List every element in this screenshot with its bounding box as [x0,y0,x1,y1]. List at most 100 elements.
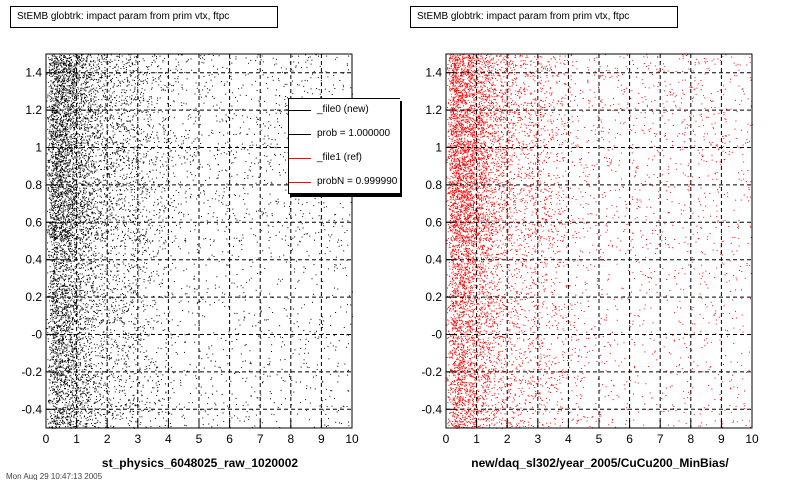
scatter-point [86,70,88,72]
scatter-point [58,185,60,187]
scatter-point [123,64,125,66]
scatter-point [52,69,54,71]
scatter-point [74,199,75,201]
scatter-point [178,183,179,185]
scatter-point [62,151,64,153]
scatter-point [267,224,269,226]
scatter-point [49,360,51,361]
scatter-point [59,365,61,367]
scatter-point [53,226,55,228]
scatter-point [247,193,249,195]
scatter-point [143,138,144,140]
scatter-point [274,336,275,338]
scatter-point [88,351,89,353]
scatter-point [110,373,112,375]
scatter-point [88,251,90,253]
scatter-point [77,401,79,403]
scatter-point [200,143,202,144]
scatter-point [52,188,54,190]
scatter-point [101,123,103,125]
scatter-point [61,341,63,343]
scatter-point [75,67,77,69]
scatter-point [163,119,165,121]
scatter-point [62,308,64,310]
scatter-point [99,295,101,297]
scatter-point [62,173,64,175]
scatter-point [54,289,56,291]
scatter-point [97,265,99,267]
scatter-point [122,347,124,349]
scatter-point [129,121,131,123]
scatter-point [85,90,87,92]
scatter-point [129,96,131,98]
scatter-point [70,361,72,363]
scatter-point [57,184,59,185]
scatter-point [110,250,112,252]
scatter-point [106,185,108,187]
scatter-point [68,268,70,270]
scatter-point [72,98,74,100]
scatter-point [81,119,83,121]
scatter-point [87,141,89,143]
scatter-point [61,253,63,255]
scatter-point [50,90,52,92]
scatter-point [132,414,134,415]
scatter-point [90,68,92,69]
scatter-point [68,201,70,203]
scatter-point [72,75,74,77]
scatter-point [200,58,202,60]
scatter-point [324,253,326,255]
scatter-point [58,222,60,224]
scatter-point [66,396,68,397]
scatter-point [56,93,58,95]
scatter-point [76,128,78,130]
scatter-point [48,120,50,122]
scatter-point [58,158,60,160]
scatter-point [76,200,78,201]
scatter-point [97,189,99,191]
scatter-point [143,118,145,120]
scatter-point [93,402,95,404]
scatter-point [89,69,91,71]
scatter-point [250,277,252,279]
scatter-point [59,271,61,273]
scatter-point [100,320,102,322]
scatter-point [109,261,111,263]
scatter-point [133,305,134,307]
scatter-point [48,426,50,428]
scatter-point [121,145,123,147]
scatter-point [257,69,259,70]
scatter-point [73,203,75,205]
scatter-point [108,231,110,233]
scatter-point [66,423,68,425]
scatter-point [53,418,55,420]
scatter-point [217,229,219,231]
scatter-point [120,358,122,360]
scatter-point [115,280,117,282]
scatter-point [47,231,49,233]
scatter-point [96,208,98,210]
scatter-point [104,166,106,168]
scatter-point [226,264,228,266]
scatter-point [82,215,84,217]
scatter-point [70,108,72,110]
scatter-point [64,181,66,182]
scatter-point [85,369,87,371]
scatter-point [85,354,87,356]
scatter-point [54,127,56,129]
scatter-point [53,337,55,339]
scatter-point [102,58,104,60]
scatter-point [91,188,93,190]
scatter-point [99,136,101,138]
scatter-point [68,278,70,280]
scatter-point [63,212,65,214]
scatter-point [50,75,52,77]
scatter-point [129,399,131,401]
scatter-point [235,114,237,116]
scatter-point [52,111,54,113]
scatter-point [189,114,191,116]
scatter-point [78,107,80,108]
scatter-point [60,424,62,426]
scatter-point [49,194,51,196]
scatter-point [48,159,50,161]
